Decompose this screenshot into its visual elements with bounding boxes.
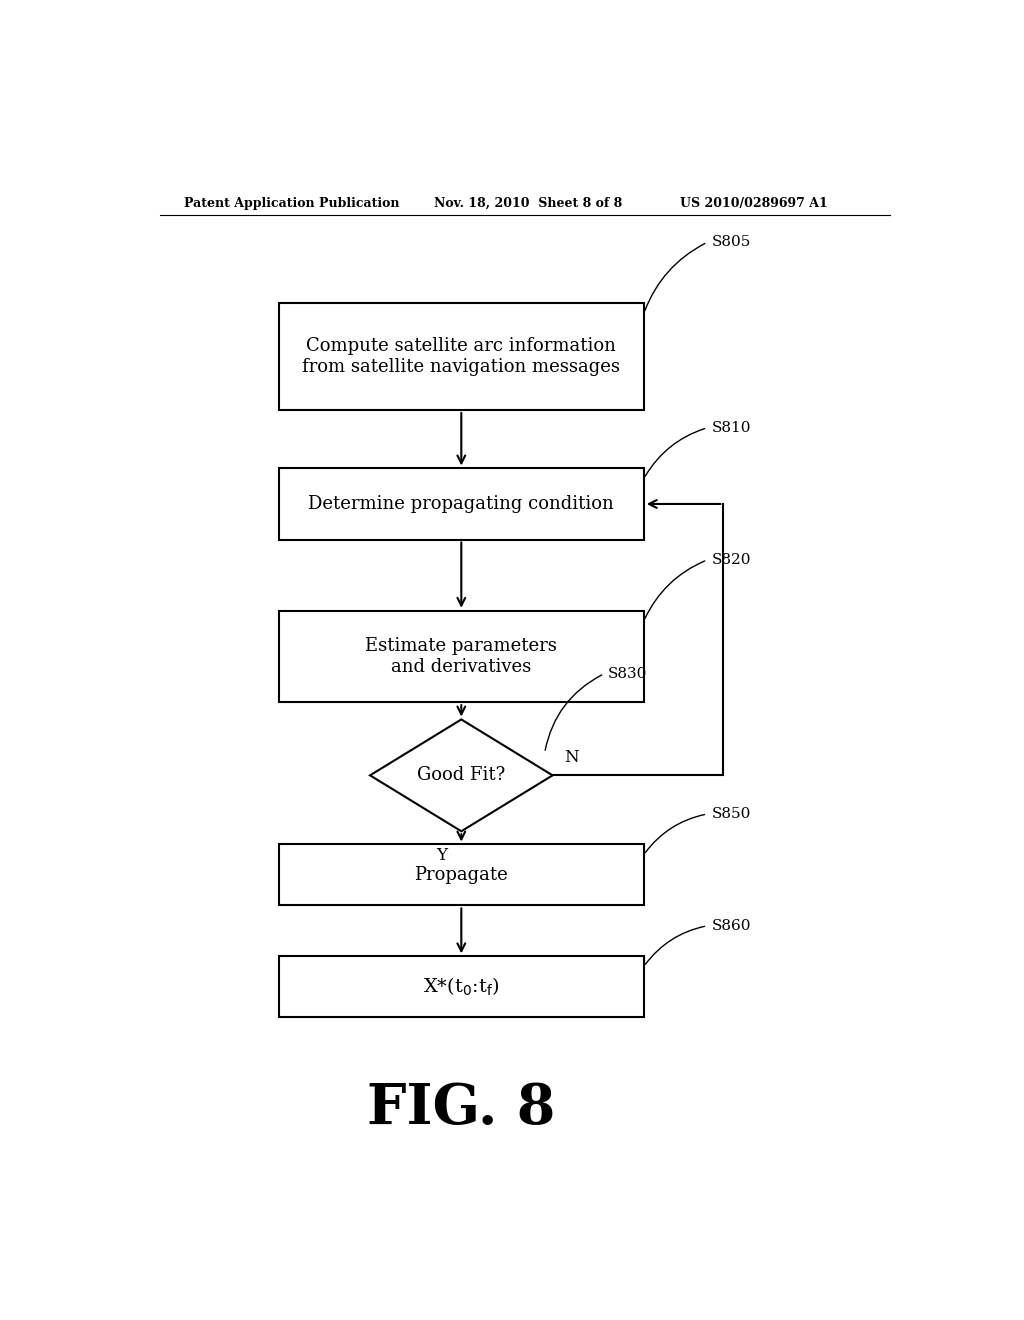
Bar bbox=[279, 956, 644, 1018]
Text: Nov. 18, 2010  Sheet 8 of 8: Nov. 18, 2010 Sheet 8 of 8 bbox=[433, 197, 622, 210]
Text: S805: S805 bbox=[712, 235, 751, 249]
Text: FIG. 8: FIG. 8 bbox=[368, 1081, 555, 1137]
Text: Compute satellite arc information
from satellite navigation messages: Compute satellite arc information from s… bbox=[302, 337, 621, 376]
Text: Determine propagating condition: Determine propagating condition bbox=[308, 495, 614, 513]
Bar bbox=[279, 469, 644, 540]
Text: Patent Application Publication: Patent Application Publication bbox=[183, 197, 399, 210]
Text: N: N bbox=[564, 748, 580, 766]
Text: Propagate: Propagate bbox=[415, 866, 508, 884]
Bar bbox=[279, 304, 644, 411]
Polygon shape bbox=[370, 719, 553, 832]
Bar bbox=[279, 845, 644, 906]
Text: US 2010/0289697 A1: US 2010/0289697 A1 bbox=[680, 197, 827, 210]
Text: X*(t$_0$:t$_{\rm f}$): X*(t$_0$:t$_{\rm f}$) bbox=[423, 975, 500, 998]
Text: S810: S810 bbox=[712, 421, 751, 434]
Text: S830: S830 bbox=[608, 667, 647, 681]
Text: S820: S820 bbox=[712, 553, 751, 566]
Text: Good Fit?: Good Fit? bbox=[417, 767, 506, 784]
Bar bbox=[279, 611, 644, 702]
Text: S850: S850 bbox=[712, 807, 751, 821]
Text: S860: S860 bbox=[712, 919, 751, 933]
Text: Estimate parameters
and derivatives: Estimate parameters and derivatives bbox=[366, 638, 557, 676]
Text: Y: Y bbox=[436, 846, 446, 863]
